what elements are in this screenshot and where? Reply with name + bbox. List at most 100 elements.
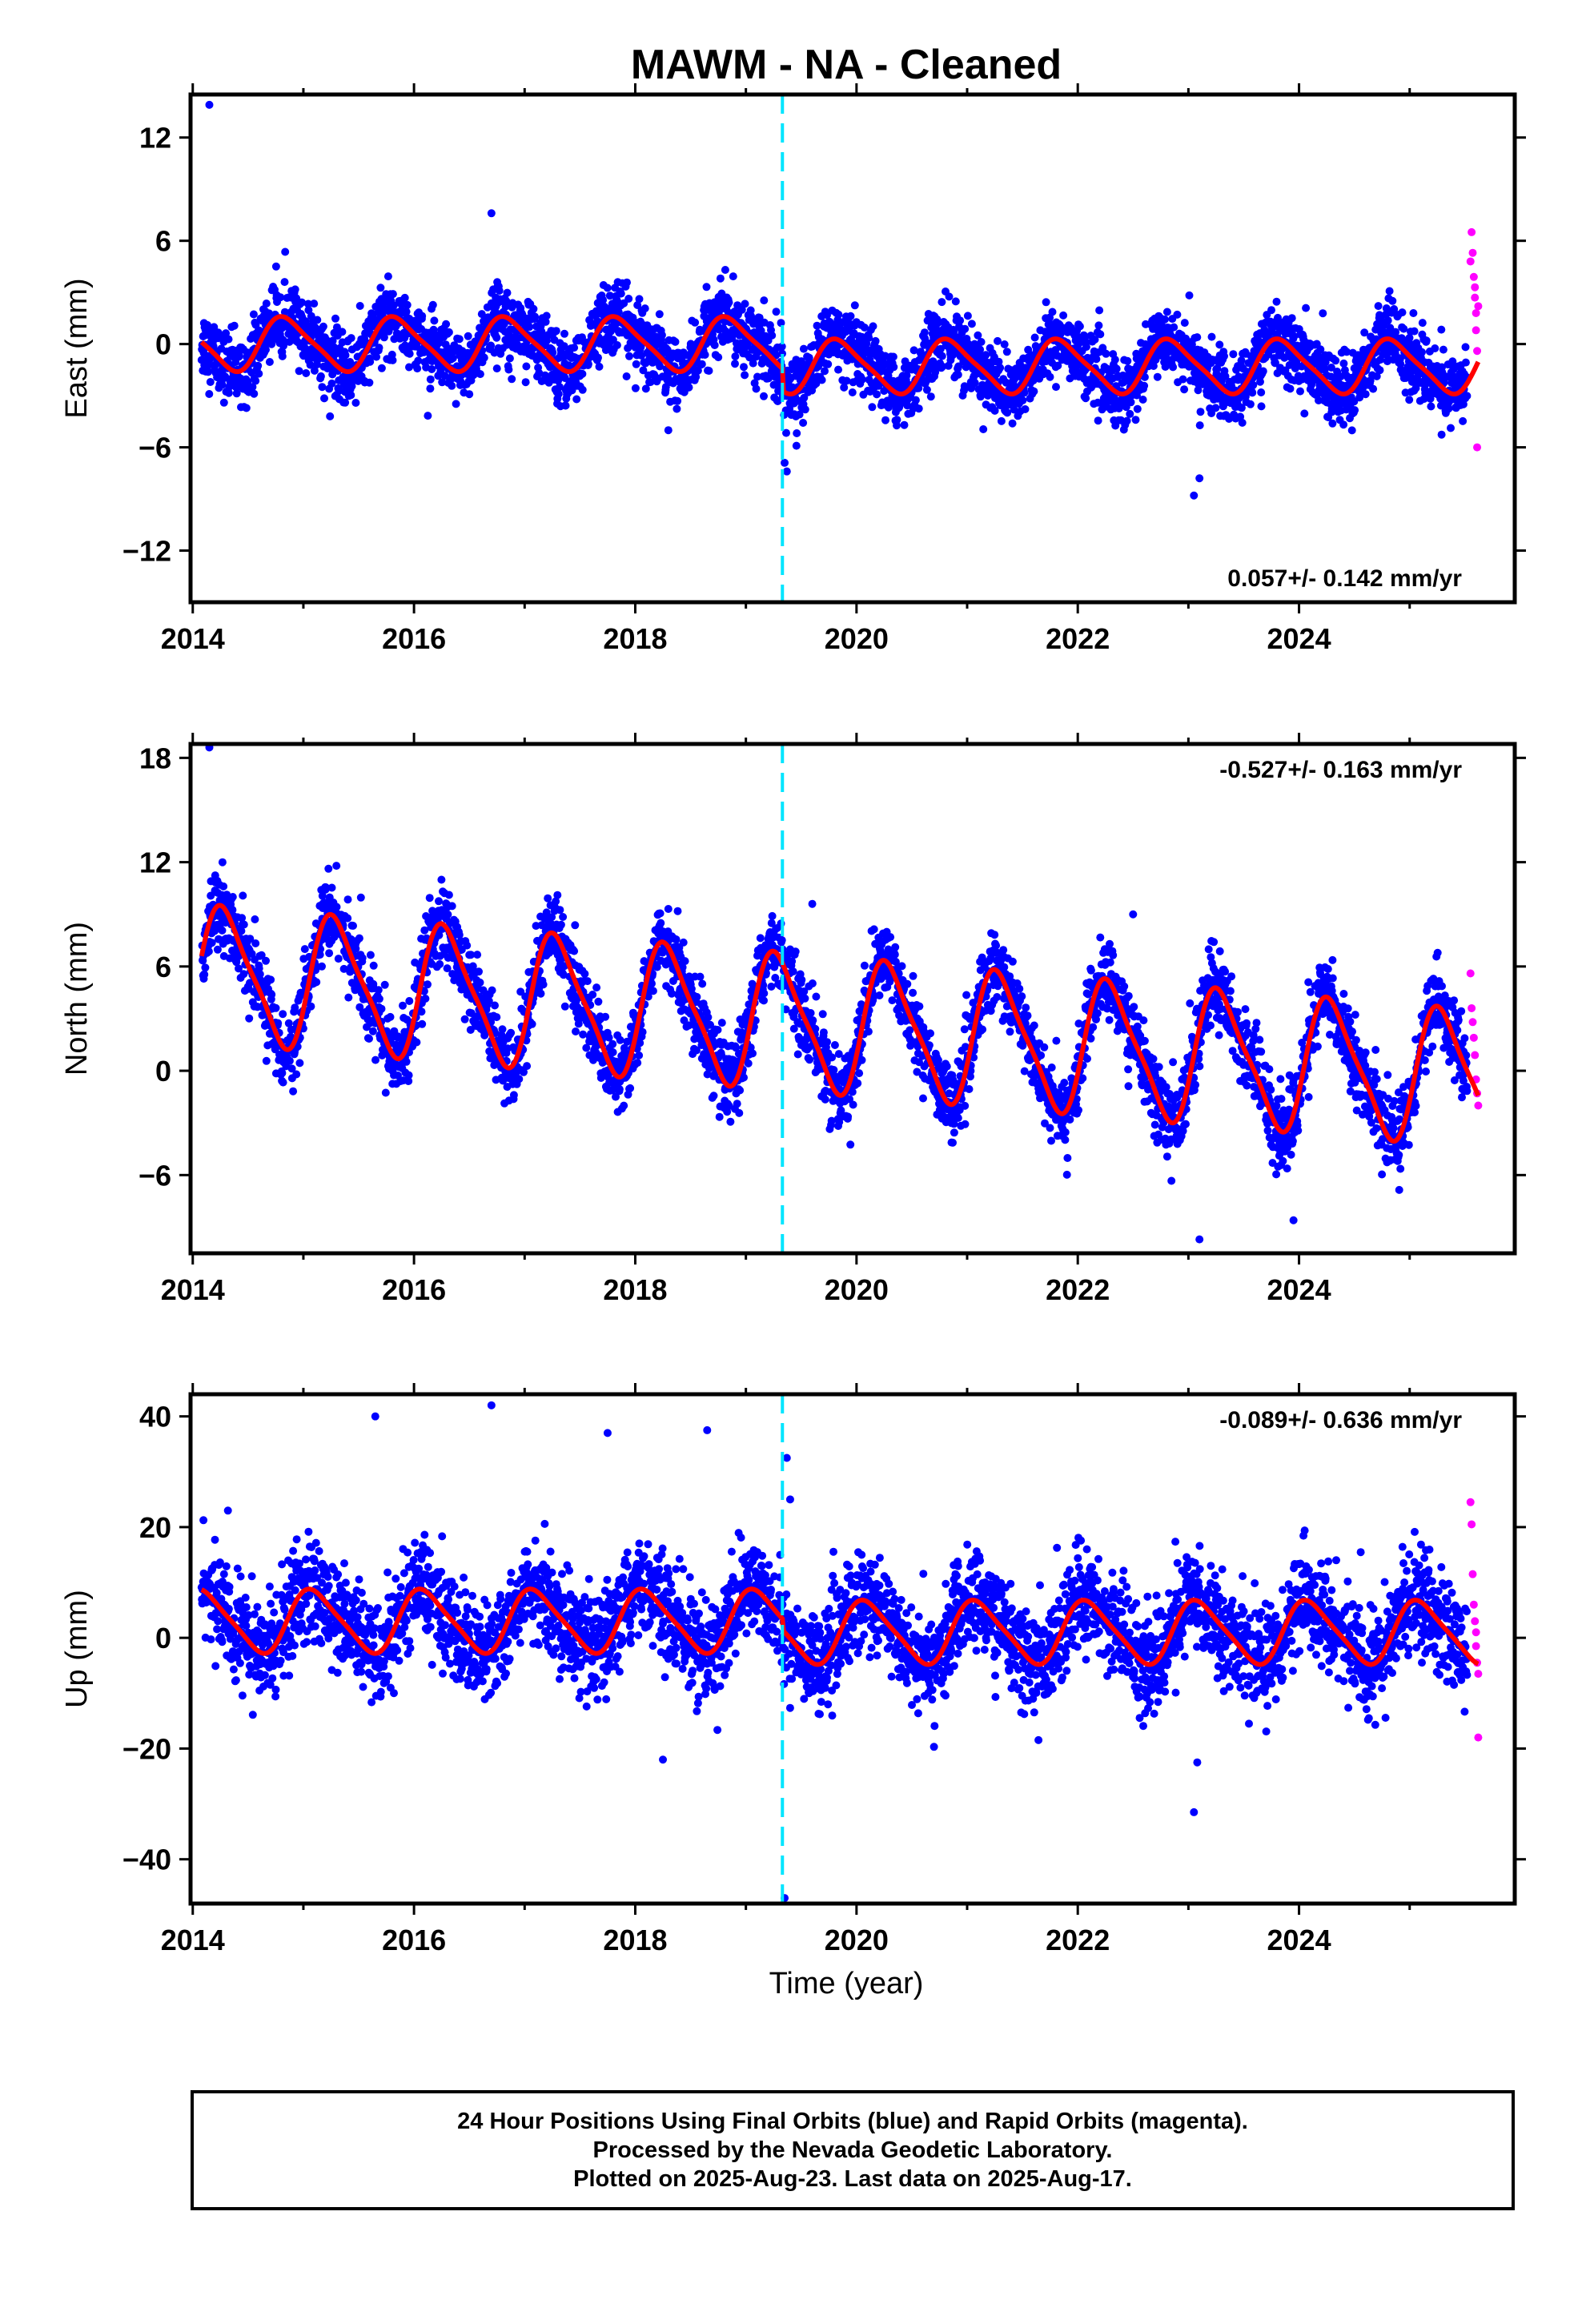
data-point-final	[1185, 291, 1194, 300]
data-point-final	[1102, 349, 1110, 358]
data-point-final	[889, 363, 898, 372]
data-point-outlier	[1190, 491, 1199, 500]
data-point-final	[537, 327, 546, 336]
data-point-final	[869, 322, 877, 331]
data-point-final	[278, 1068, 287, 1077]
data-point-final	[230, 321, 239, 330]
data-point-final	[210, 323, 219, 332]
data-point-final	[994, 336, 1002, 345]
data-point-final	[926, 392, 935, 401]
data-point-final	[1300, 409, 1309, 418]
data-point-final	[1316, 345, 1325, 354]
data-point-final	[578, 369, 587, 378]
data-point-final	[571, 921, 580, 930]
plot-area-north	[198, 744, 1483, 1253]
data-point-final	[737, 305, 746, 314]
data-point-final	[1213, 364, 1222, 373]
data-point-final	[673, 396, 682, 405]
data-point-final	[375, 344, 383, 352]
data-point-final	[428, 300, 437, 309]
data-point-final	[539, 980, 548, 989]
data-point-final	[1058, 324, 1066, 332]
data-point-final	[222, 329, 231, 338]
data-point-final	[1126, 398, 1135, 407]
data-point-final	[531, 312, 539, 321]
data-point-final	[976, 345, 985, 354]
data-point-final	[1092, 355, 1101, 364]
model-curve	[199, 314, 1481, 396]
data-point-final	[1427, 402, 1435, 411]
data-point-rapid	[1468, 248, 1477, 257]
data-point-final	[1042, 298, 1050, 307]
data-point-final	[1138, 396, 1147, 404]
data-point-final	[745, 353, 754, 362]
data-point-final	[592, 983, 601, 992]
y-tick-label: 12	[139, 122, 171, 155]
data-point-final	[219, 882, 228, 891]
y-tick-label: 6	[155, 225, 171, 258]
x-tick-label: 2022	[1046, 622, 1110, 655]
data-point-final	[401, 341, 409, 350]
data-point-final	[1302, 304, 1311, 312]
data-point-final	[1385, 287, 1394, 296]
data-point-final	[1437, 430, 1446, 439]
data-point-final	[938, 352, 946, 360]
data-point-final	[1229, 350, 1238, 359]
data-point-final	[716, 305, 725, 314]
data-point-final	[1272, 297, 1281, 306]
data-point-final	[1194, 386, 1203, 395]
data-point-final	[560, 374, 569, 383]
data-point-final	[1396, 360, 1405, 368]
data-point-final	[970, 379, 979, 387]
data-point-final	[1003, 408, 1012, 417]
data-point-final	[1221, 372, 1230, 380]
data-point-final	[372, 352, 381, 361]
data-point-final	[491, 1001, 499, 1010]
data-point-final	[893, 416, 901, 424]
data-point-final	[267, 990, 276, 999]
data-point-final	[801, 405, 809, 414]
data-point-final	[376, 283, 385, 292]
data-point-final	[1030, 387, 1038, 396]
data-point-final	[448, 354, 457, 363]
data-point-final	[377, 1004, 386, 1013]
data-point-final	[278, 352, 287, 360]
data-point-final	[741, 300, 749, 308]
data-point-final	[655, 310, 664, 319]
data-point-final	[705, 367, 713, 375]
data-point-final	[685, 383, 693, 392]
data-point-final	[954, 362, 963, 371]
data-point-final	[588, 991, 597, 999]
data-point-final	[996, 364, 1005, 372]
data-point-final	[612, 341, 621, 349]
data-point-final	[448, 902, 456, 911]
data-point-final	[332, 323, 341, 332]
data-point-final	[657, 331, 666, 340]
data-point-final	[1116, 399, 1125, 408]
data-point-final	[426, 384, 435, 393]
data-point-final	[793, 429, 801, 437]
data-point-final	[344, 993, 353, 1002]
data-point-final	[508, 375, 516, 384]
data-point-final	[254, 361, 263, 370]
data-point-final	[768, 331, 777, 340]
data-point-final	[1351, 406, 1359, 415]
data-point-final	[321, 883, 330, 891]
data-point-rapid	[1471, 293, 1480, 302]
data-point-final	[355, 934, 363, 943]
data-point-final	[1399, 324, 1408, 333]
data-point-final	[777, 319, 785, 328]
data-point-final	[460, 1015, 469, 1023]
data-point-final	[502, 297, 511, 305]
data-point-final	[318, 383, 327, 392]
data-point-final	[235, 351, 243, 360]
data-point-final	[760, 392, 768, 400]
data-point-final	[1256, 377, 1264, 386]
data-point-final	[476, 370, 484, 379]
data-point-final	[1444, 404, 1453, 413]
data-point-final	[1008, 419, 1017, 428]
data-point-final	[1248, 388, 1257, 397]
data-point-final	[218, 926, 227, 935]
data-point-final	[746, 306, 755, 315]
